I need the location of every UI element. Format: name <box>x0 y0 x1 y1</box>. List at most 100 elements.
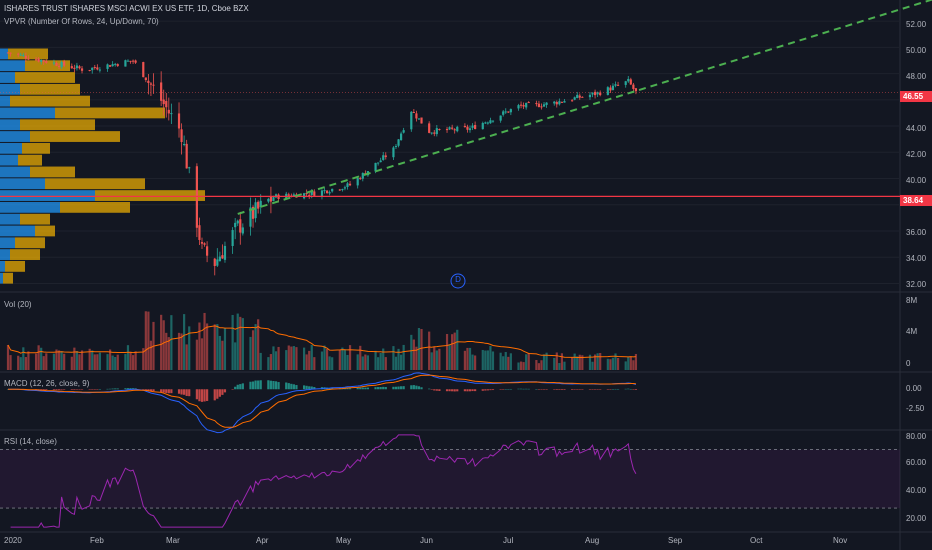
macd-histogram-bar <box>251 381 255 390</box>
vpvr-down-bar <box>20 213 50 225</box>
vpvr-down-bar <box>18 154 42 166</box>
candle-body <box>420 117 423 124</box>
macd-histogram-bar <box>517 388 520 390</box>
candle-body <box>379 160 382 163</box>
volume-bar <box>213 324 216 370</box>
macd-histogram-bar <box>165 389 168 393</box>
candle-body <box>183 144 186 146</box>
candle-body <box>269 196 273 202</box>
vpvr-down-bar <box>30 166 75 178</box>
vpvr-indicator-label[interactable]: VPVR (Number Of Rows, 24, Up/Down, 70) <box>4 17 159 26</box>
macd-histogram-bar <box>75 389 79 390</box>
macd-pane-label[interactable]: MACD (12, 26, close, 9) <box>4 379 90 388</box>
candle-body <box>415 113 418 119</box>
volume-bar <box>576 356 579 370</box>
macd-histogram-bar <box>40 389 43 390</box>
volume-bar <box>200 338 204 370</box>
volume-bar <box>481 349 484 370</box>
vpvr-up-bar <box>0 95 10 107</box>
candle-body <box>614 84 617 86</box>
candle-body <box>93 67 96 69</box>
candle-body <box>239 219 242 233</box>
volume-bar <box>302 347 306 370</box>
candle-body <box>91 67 94 71</box>
volume-bar <box>17 355 20 370</box>
volume-bar <box>453 332 456 370</box>
rsi-axis-label: 40.00 <box>906 486 927 495</box>
volume-bar <box>382 348 385 370</box>
volume-bar <box>563 361 566 370</box>
volume-bar <box>73 347 76 370</box>
macd-histogram-bar <box>218 389 221 397</box>
macd-histogram-bar <box>397 386 400 390</box>
candle-body <box>453 129 456 131</box>
volume-bar <box>491 351 495 370</box>
volume-bar <box>522 362 525 370</box>
volume-bar <box>180 333 183 370</box>
rsi-axis-label: 80.00 <box>906 432 927 441</box>
macd-histogram-bar <box>78 389 81 390</box>
macd-histogram-bar <box>394 386 398 390</box>
vpvr-down-bar <box>35 225 55 237</box>
macd-histogram-bar <box>290 383 293 390</box>
volume-bar <box>290 346 293 370</box>
volume-bar <box>596 353 599 370</box>
macd-histogram-bar <box>593 389 597 390</box>
candle-body <box>433 132 436 134</box>
date-axis-label: May <box>336 536 352 545</box>
macd-histogram-bar <box>555 389 558 390</box>
candle-body <box>571 100 574 102</box>
volume-bar <box>578 354 581 370</box>
volume-bar <box>634 353 638 370</box>
volume-pane-label[interactable]: Vol (20) <box>4 300 32 309</box>
macd-histogram-bar <box>581 389 584 390</box>
macd-histogram-bar <box>126 388 130 390</box>
date-axis-label: Nov <box>833 536 848 545</box>
candle-body <box>343 187 347 189</box>
volume-bar <box>384 357 387 370</box>
macd-histogram-bar <box>466 389 469 392</box>
candle-body <box>361 173 364 179</box>
volume-bar <box>502 356 505 370</box>
candle-body <box>185 143 188 169</box>
date-axis-label: Feb <box>90 536 104 545</box>
event-marker-label[interactable]: D <box>455 275 461 284</box>
candle-body <box>9 52 12 54</box>
volume-bar <box>287 345 290 370</box>
macd-histogram-bar <box>183 389 186 395</box>
candle-body <box>397 139 400 146</box>
candle-body <box>445 128 449 131</box>
price-axis-label: 36.00 <box>906 228 927 237</box>
macd-histogram-bar <box>295 385 298 390</box>
volume-bar <box>366 355 370 370</box>
macd-histogram-bar <box>277 382 280 390</box>
candle-body <box>325 190 329 194</box>
volume-bar <box>295 347 298 370</box>
volume-bar <box>134 351 137 370</box>
macd-signal-line <box>8 374 636 428</box>
candle-body <box>236 220 239 224</box>
macd-histogram-bar <box>634 389 638 390</box>
candle-body <box>486 122 489 124</box>
macd-histogram-bar <box>509 388 512 390</box>
candle-body <box>60 62 63 68</box>
candle-body <box>218 256 221 262</box>
macd-histogram-bar <box>356 387 359 390</box>
volume-bar <box>234 342 237 370</box>
volume-bar <box>489 346 492 370</box>
candle-body <box>563 101 566 103</box>
macd-histogram-bar <box>149 389 153 392</box>
candle-body <box>42 60 45 62</box>
candle-body <box>221 255 224 259</box>
macd-histogram-bar <box>420 387 423 390</box>
volume-bar <box>124 353 127 370</box>
volume-bar <box>525 354 528 370</box>
event-marker <box>450 273 466 289</box>
volume-bar <box>126 345 130 370</box>
rsi-pane-label[interactable]: RSI (14, close) <box>4 437 57 446</box>
candle-body <box>560 101 564 103</box>
macd-histogram-bar <box>412 385 415 390</box>
candle-body <box>45 60 48 63</box>
